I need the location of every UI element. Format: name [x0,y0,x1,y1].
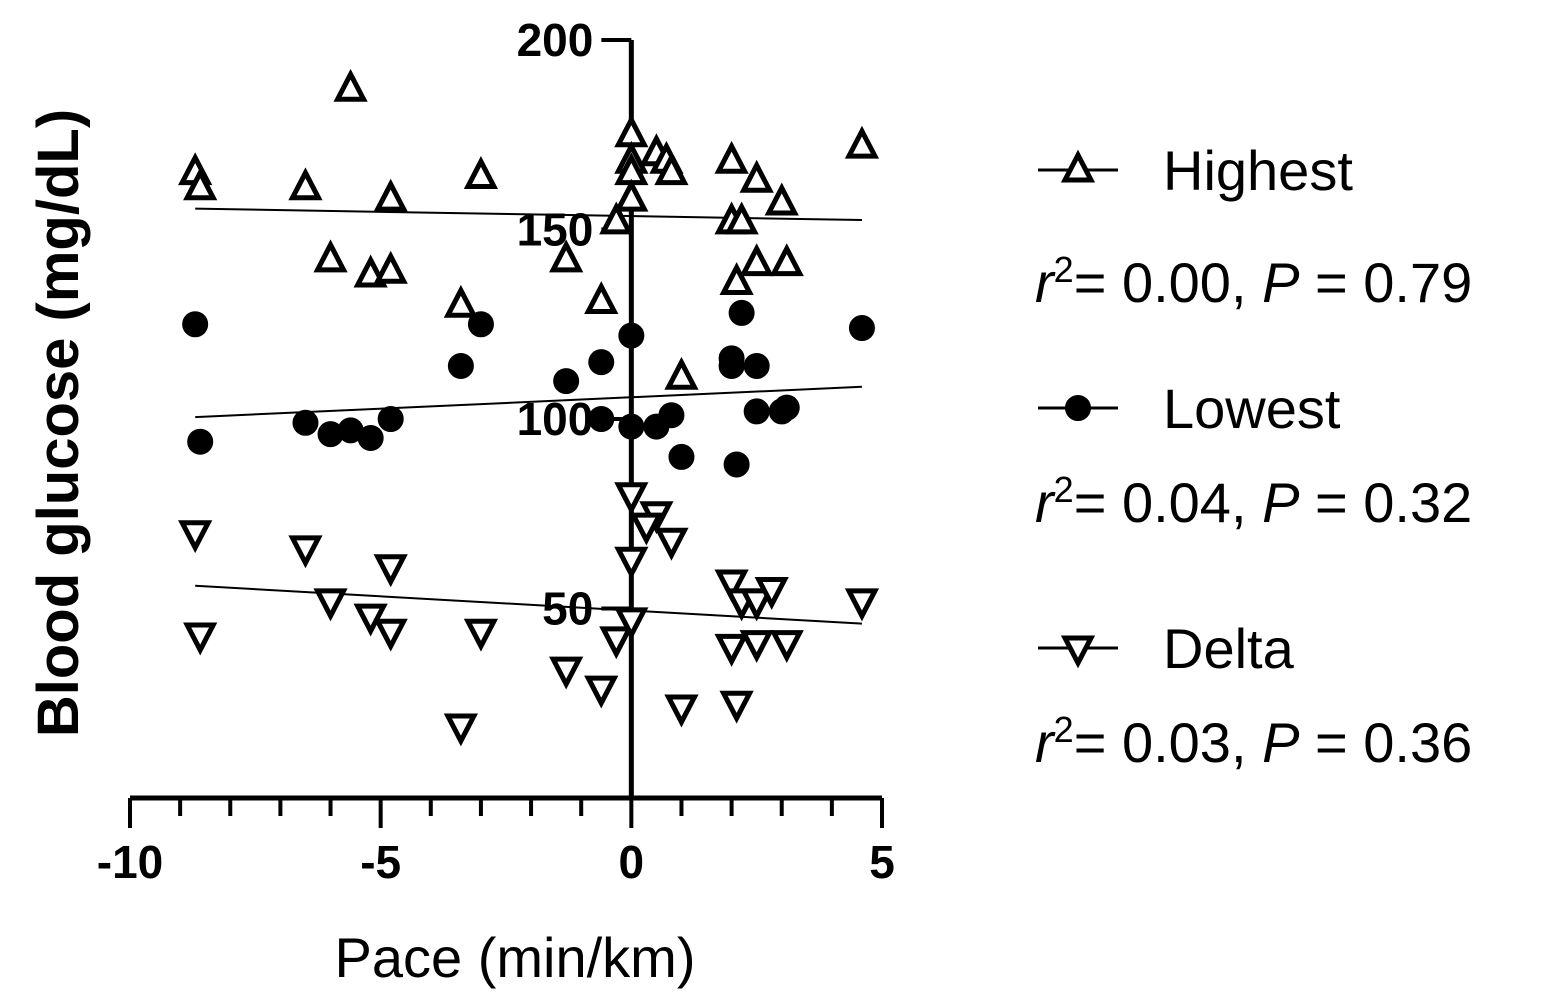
lowest-point [292,409,319,436]
lowest-legend-marker [1065,395,1091,421]
lowest-point [618,322,645,349]
data-markers [178,68,880,747]
highest-point [844,125,880,159]
delta-fit-line [195,584,863,625]
delta-point [654,527,689,561]
delta-point [463,618,499,652]
delta-point [754,577,789,610]
highest-point [739,159,774,193]
lowest-point [357,424,384,451]
delta-point [313,588,348,622]
highest-point [333,68,368,102]
delta-point [353,603,388,637]
delta-point [373,554,408,588]
highest-point [463,156,499,189]
delta-point [664,694,699,728]
delta-point [714,569,749,603]
lowest-point [848,315,875,342]
delta-point [614,607,649,641]
highest-point [313,239,348,273]
highest-fit-line [195,207,862,222]
delta-legend-marker [1060,635,1096,669]
highest-point [183,167,218,201]
highest-point [764,182,799,216]
highest-stat-text: r2= 0.00, P = 0.79 [1035,249,1472,314]
delta-stat-text: r2= 0.03, P = 0.36 [1035,709,1472,774]
delta-point [844,588,880,622]
legend: Highest r2= 0.00, P = 0.79 Lowest r2= 0.04,… [1035,139,1472,774]
highest-point [584,281,619,315]
lowest-point [447,352,474,379]
lowest-point [377,406,404,432]
highest-point [443,284,478,318]
highest-point [739,243,774,277]
lowest-point [718,352,745,379]
highest-point [614,178,649,212]
x-tick-label: -10 [97,836,163,888]
lowest-legend-label: Lowest [1163,377,1341,440]
delta-point [373,618,408,652]
lowest-point [588,406,615,432]
highest-point [549,239,584,273]
delta-point [599,626,634,660]
lowest-point [618,413,645,440]
delta-legend-label: Delta [1163,617,1295,680]
highest-legend-marker [1060,149,1096,183]
highest-point [724,201,759,235]
lowest-point [743,352,770,379]
delta-point [183,622,218,656]
delta-point [739,630,774,664]
highest-point [373,250,408,284]
y-tick-label: 150 [517,204,594,256]
lowest-point [728,299,755,326]
highest-point [714,140,749,174]
highest-point [664,356,699,390]
highest-point [288,167,323,201]
lowest-point [668,443,695,470]
delta-point [288,535,323,569]
delta-point [769,630,804,664]
lowest-stat-text: r2= 0.04, P = 0.32 [1035,469,1472,534]
delta-point [549,656,584,690]
delta-point [614,482,649,516]
lowest-point [773,394,800,421]
x-tick-label: -5 [360,836,401,888]
delta-point [739,588,774,622]
highest-point [599,201,634,235]
lowest-point [723,451,750,478]
highest-legend-label: Highest [1163,139,1353,202]
x-tick-label: 5 [869,836,895,888]
lowest-point [743,398,770,425]
y-axis-title: Blood glucose (mg/dL) [26,109,91,737]
delta-point [629,512,664,546]
x-tick-label: 0 [619,836,645,888]
highest-point [654,152,689,186]
lowest-point [658,402,685,429]
delta-point [714,633,749,667]
delta-point [719,690,754,724]
highest-point [719,262,754,296]
delta-point [584,675,619,709]
lowest-point [467,311,494,338]
delta-point [443,713,478,747]
highest-point [769,243,804,277]
lowest-point [182,311,209,338]
delta-point [178,520,213,554]
delta-point [614,546,649,580]
highest-point [373,178,408,212]
y-tick-label: 200 [517,14,594,66]
lowest-point [588,349,615,376]
lowest-point [187,428,214,455]
lowest-point [553,368,580,395]
x-axis-title: Pace (min/km) [335,926,696,989]
